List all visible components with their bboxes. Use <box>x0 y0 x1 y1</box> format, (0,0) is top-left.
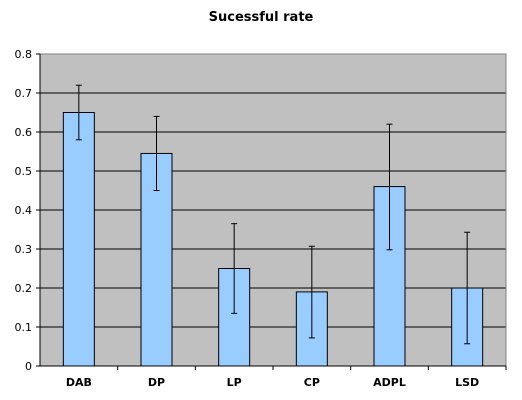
x-tick-label-CP: CP <box>304 376 320 389</box>
x-tick-label-LSD: LSD <box>455 376 479 389</box>
y-tick-label-5: 0.5 <box>15 165 33 178</box>
bar-LP <box>218 268 251 367</box>
y-tick-label-4: 0.4 <box>15 204 33 217</box>
y-tick-label-2: 0.2 <box>15 282 33 295</box>
y-tick-label-7: 0.7 <box>15 87 33 100</box>
chart-title: Sucessful rate <box>208 10 314 25</box>
x-tick-label-LP: LP <box>227 376 242 389</box>
bar-ADPL <box>373 186 406 367</box>
y-tick-label-0: 0 <box>25 360 32 373</box>
y-tick-label-6: 0.6 <box>15 126 33 139</box>
y-tick-label-1: 0.1 <box>15 321 33 334</box>
bar-DAB <box>62 112 95 367</box>
y-tick-label-8: 0.8 <box>15 48 33 61</box>
x-tick-label-DAB: DAB <box>66 376 92 389</box>
x-tick-label-ADPL: ADPL <box>373 376 406 389</box>
x-tick-label-DP: DP <box>148 376 165 389</box>
y-tick-label-3: 0.3 <box>15 243 33 256</box>
